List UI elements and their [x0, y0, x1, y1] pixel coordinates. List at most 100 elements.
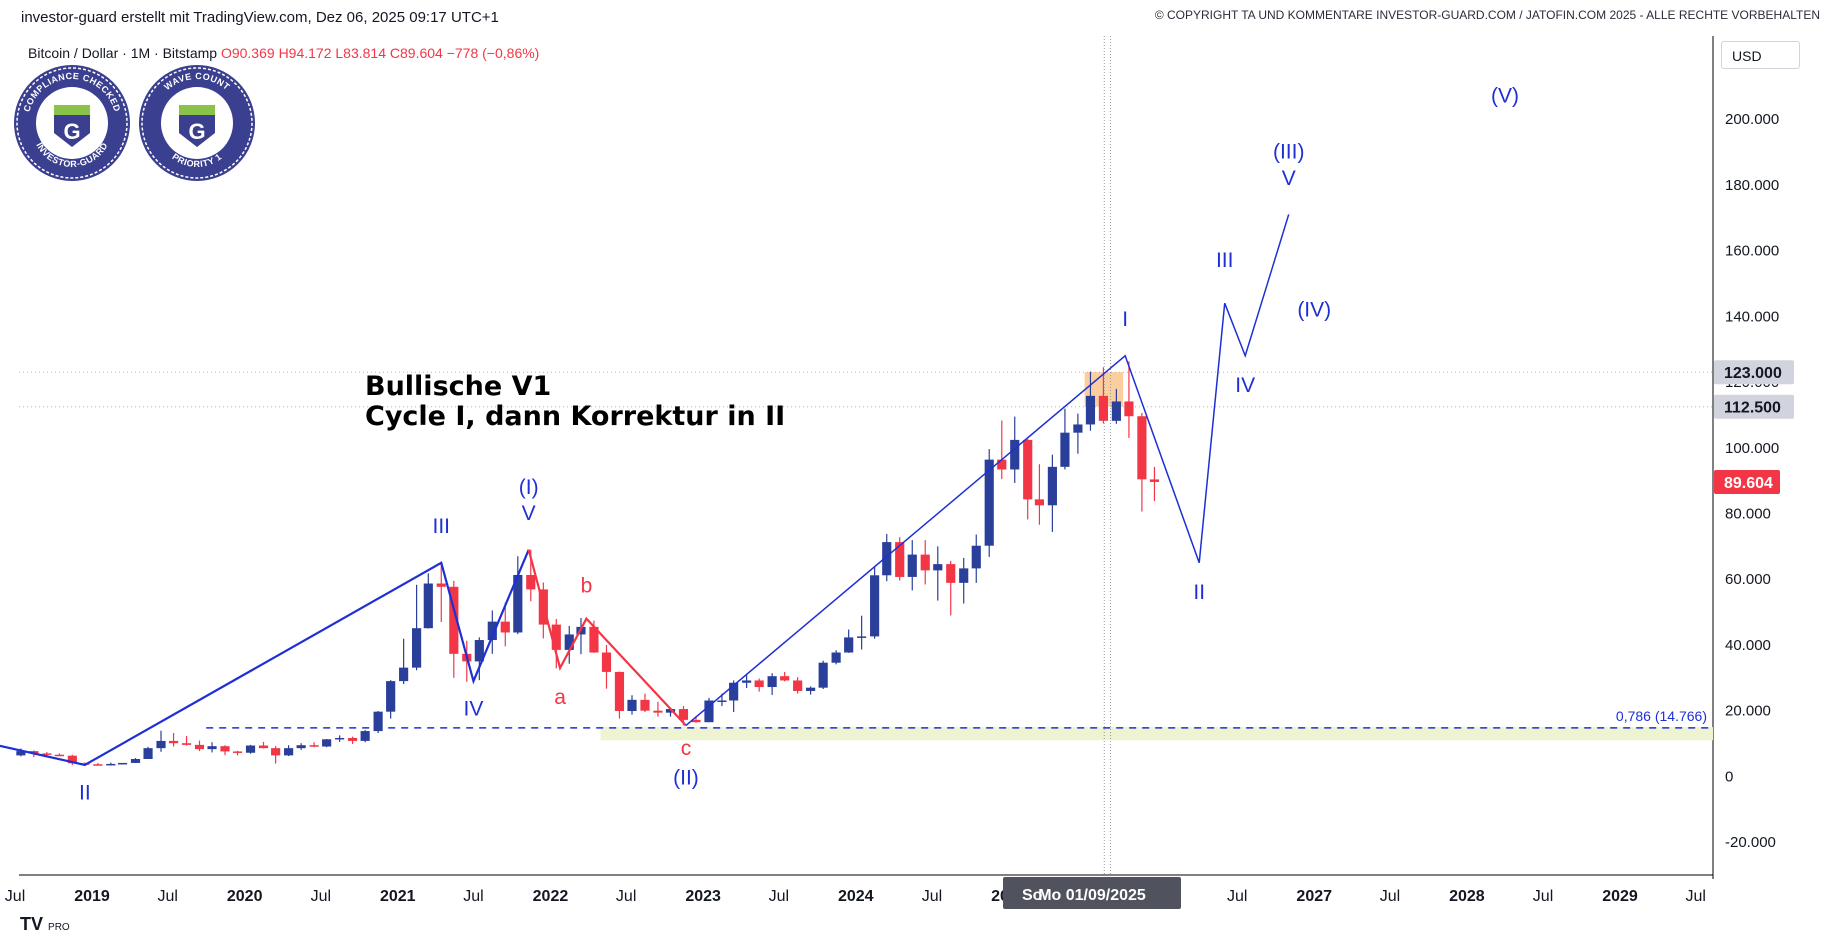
wave-label: III	[1216, 249, 1234, 272]
candle-body	[678, 709, 689, 720]
candle-body	[117, 762, 128, 765]
x-tick-label: Jul	[616, 888, 636, 905]
candle-body	[1124, 401, 1134, 417]
investor-guard-g-logo-icon: G	[54, 105, 90, 147]
candle-body	[322, 739, 332, 747]
x-tick-label: Jul	[5, 888, 25, 905]
candle-body	[93, 764, 103, 766]
candle-body	[296, 745, 306, 749]
x-tick-label: Jul	[1685, 888, 1705, 905]
wave-label: (V)	[1491, 85, 1519, 108]
candle-body	[143, 748, 153, 759]
price-label-box	[1714, 360, 1794, 385]
candle-body	[156, 740, 166, 749]
candle-body	[1047, 466, 1057, 506]
candle-body	[1010, 439, 1020, 470]
price-label-text: 123.000	[1724, 365, 1782, 382]
fib-support-label: 0,786 (14.766)	[1616, 708, 1707, 724]
candle-body	[793, 680, 803, 691]
symbol-info: Bitcoin / Dollar · 1M · Bitstamp	[28, 45, 218, 61]
candle-body	[449, 586, 459, 654]
y-tick-label: 100.000	[1725, 440, 1779, 457]
x-tick-label: Jul	[1380, 888, 1400, 905]
candle-body	[360, 731, 370, 741]
author-credit: investor-guard erstellt mit TradingView.…	[21, 9, 499, 26]
svg-text:G: G	[63, 119, 80, 144]
wave-label: (IV)	[1297, 298, 1331, 321]
y-tick-label: 80.000	[1725, 506, 1771, 523]
wave-path-current-cycle-and-forecast	[685, 214, 1290, 727]
wave-label: V	[1282, 167, 1296, 190]
x-tick-label: 2023	[685, 888, 721, 905]
candle-body	[258, 745, 269, 749]
ohlc-close: C89.604	[389, 45, 443, 61]
candle-body	[423, 583, 433, 629]
candle-body	[806, 687, 816, 691]
wave-label: III	[433, 515, 451, 538]
y-tick-label: 160.000	[1725, 243, 1779, 260]
x-tick-label: Jul	[1533, 888, 1553, 905]
candle-body	[742, 680, 752, 683]
y-tick-label: 40.000	[1725, 637, 1771, 654]
currency-selector[interactable]: USD	[1721, 41, 1800, 69]
candle-body	[627, 699, 637, 712]
wave-label: IV	[1235, 374, 1255, 397]
candle-body	[335, 737, 345, 740]
price-change: −778 (−0,86%)	[446, 45, 540, 61]
candle-body	[386, 681, 396, 712]
candle-body	[564, 634, 574, 650]
candle-body	[245, 745, 256, 753]
candle-body	[844, 637, 854, 653]
candle-body	[959, 568, 969, 583]
candle-body	[474, 640, 484, 662]
candle-body	[54, 754, 64, 757]
crosshair-date-box	[1003, 877, 1181, 909]
y-tick-label: 0	[1725, 768, 1733, 785]
candle-body	[933, 564, 943, 571]
candle-body	[106, 763, 116, 766]
symbol-legend: Bitcoin / Dollar · 1M · Bitstamp O90.369…	[28, 45, 539, 61]
wave-label: (I)	[519, 476, 539, 499]
candle-body	[653, 710, 663, 713]
candle-body	[487, 621, 497, 641]
x-tick-label: Jul	[769, 888, 789, 905]
candle-body	[194, 744, 205, 750]
wave-label: I	[1122, 308, 1128, 331]
candle-body	[526, 574, 536, 590]
candle-body	[1023, 439, 1033, 500]
wave-label: V	[522, 502, 536, 525]
annotation-subtitle: Cycle I, dann Korrektur in II	[365, 401, 785, 432]
candle-body	[767, 676, 777, 688]
candle-body	[1060, 432, 1070, 467]
tv-logo-mark: TV	[20, 914, 44, 934]
candle-body	[130, 758, 141, 763]
annotation-title: Bullische V1	[365, 371, 551, 402]
wave-count-badge: WAVE COUNT PRIORITY 1 G	[137, 63, 257, 183]
candle-body	[729, 682, 739, 701]
candle-body	[551, 624, 561, 650]
candle-body	[348, 737, 358, 741]
wave-label: a	[554, 686, 566, 709]
candle-body	[29, 751, 39, 754]
x-tick-label: 2024	[838, 888, 874, 905]
candle-body	[1085, 395, 1096, 425]
x-tick-label: Jul	[922, 888, 942, 905]
price-label-text: 112.500	[1724, 400, 1781, 417]
x-tick-label: 2022	[533, 888, 569, 905]
candle-body	[818, 662, 828, 688]
candle-body	[907, 554, 917, 577]
candle-body	[207, 746, 217, 750]
y-tick-label: 20.000	[1725, 703, 1771, 720]
wave-label: (III)	[1273, 141, 1305, 164]
candle-body	[500, 621, 510, 633]
candle-body	[1149, 479, 1160, 482]
candle-body	[271, 748, 281, 756]
wave-label: c	[681, 737, 692, 760]
price-label-box	[1714, 394, 1794, 419]
candle-body	[513, 574, 523, 633]
candle-body	[284, 748, 294, 756]
candle-body	[601, 652, 612, 672]
price-label-box	[1714, 469, 1780, 494]
wave-label: b	[581, 574, 593, 597]
